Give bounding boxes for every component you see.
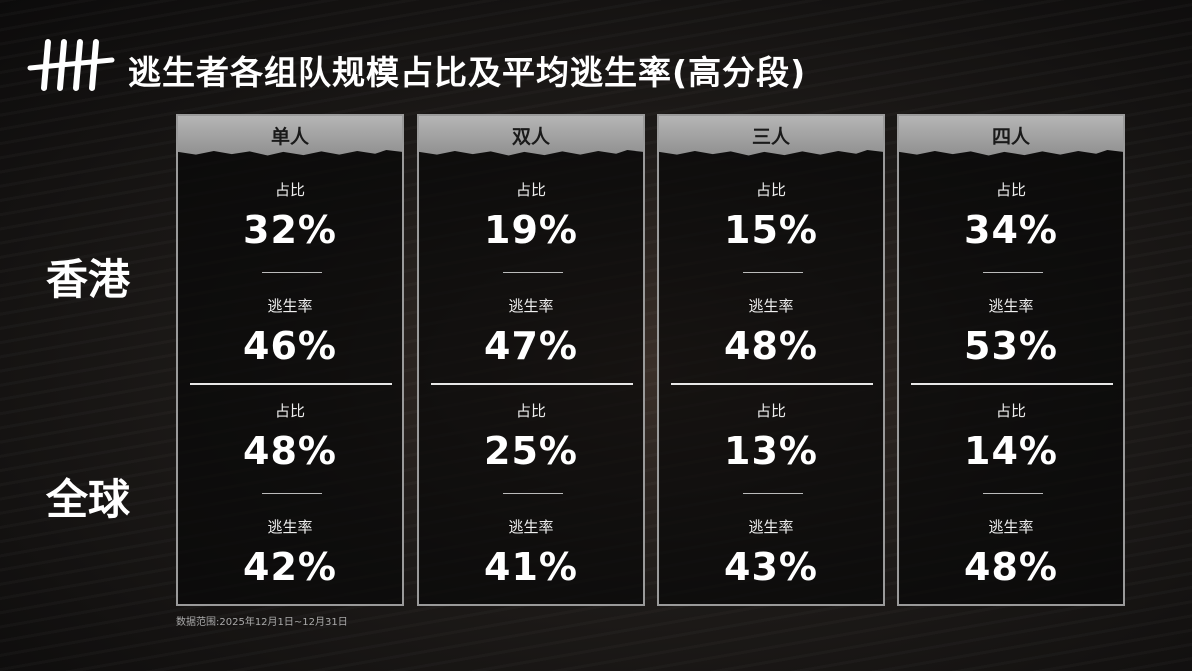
global-share-value: 14% xyxy=(964,429,1058,473)
escape-label: 逃生率 xyxy=(508,518,554,536)
region-divider xyxy=(911,383,1113,385)
divider xyxy=(262,272,322,273)
escape-label: 逃生率 xyxy=(267,518,313,536)
share-label: 占比 xyxy=(274,402,305,420)
global-escape-value: 41% xyxy=(484,545,578,589)
region-divider xyxy=(190,383,392,385)
team-size-card: 四人 占比 34% 逃生率 53% 占比 14% 逃生率 48% xyxy=(897,114,1125,606)
global-share-value: 25% xyxy=(484,429,578,473)
share-label: 占比 xyxy=(515,402,546,420)
divider xyxy=(743,493,803,494)
share-label: 占比 xyxy=(995,181,1026,199)
divider xyxy=(262,493,322,494)
hk-share-value: 15% xyxy=(724,208,818,252)
escape-label: 逃生率 xyxy=(267,297,313,315)
global-escape-value: 48% xyxy=(964,545,1058,589)
hk-share-value: 32% xyxy=(243,208,337,252)
share-label: 占比 xyxy=(755,402,786,420)
escape-label: 逃生率 xyxy=(508,297,554,315)
tally-marks-logo xyxy=(27,39,115,91)
team-size-card: 单人 占比 32% 逃生率 46% 占比 48% 逃生率 42% xyxy=(176,114,404,606)
hk-escape-value: 47% xyxy=(484,324,578,368)
divider xyxy=(983,493,1043,494)
share-label: 占比 xyxy=(274,181,305,199)
global-share-value: 48% xyxy=(243,429,337,473)
escape-label: 逃生率 xyxy=(988,518,1034,536)
hk-escape-value: 46% xyxy=(243,324,337,368)
hk-escape-value: 48% xyxy=(724,324,818,368)
team-size-card: 三人 占比 15% 逃生率 48% 占比 13% 逃生率 43% xyxy=(657,114,885,606)
footnote: 数据范围:2025年12月1日~12月31日 xyxy=(176,617,348,628)
share-label: 占比 xyxy=(995,402,1026,420)
divider xyxy=(983,272,1043,273)
region-divider xyxy=(431,383,633,385)
region-label-hk: 香港 xyxy=(45,255,130,304)
global-escape-value: 42% xyxy=(243,545,337,589)
hk-share-value: 34% xyxy=(964,208,1058,252)
global-share-value: 13% xyxy=(724,429,818,473)
global-escape-value: 43% xyxy=(724,545,818,589)
region-label-global: 全球 xyxy=(45,475,130,524)
region-divider xyxy=(671,383,873,385)
team-size-card: 双人 占比 19% 逃生率 47% 占比 25% 逃生率 41% xyxy=(417,114,645,606)
hk-escape-value: 53% xyxy=(964,324,1058,368)
card-header: 单人 xyxy=(178,116,402,156)
card-header: 双人 xyxy=(419,116,643,156)
escape-label: 逃生率 xyxy=(748,518,794,536)
divider xyxy=(743,272,803,273)
share-label: 占比 xyxy=(755,181,786,199)
escape-label: 逃生率 xyxy=(748,297,794,315)
card-header: 四人 xyxy=(899,116,1123,156)
hk-share-value: 19% xyxy=(484,208,578,252)
escape-label: 逃生率 xyxy=(988,297,1034,315)
divider xyxy=(503,272,563,273)
divider xyxy=(503,493,563,494)
share-label: 占比 xyxy=(515,181,546,199)
card-header: 三人 xyxy=(659,116,883,156)
page-title: 逃生者各组队规模占比及平均逃生率(高分段) xyxy=(128,53,807,92)
